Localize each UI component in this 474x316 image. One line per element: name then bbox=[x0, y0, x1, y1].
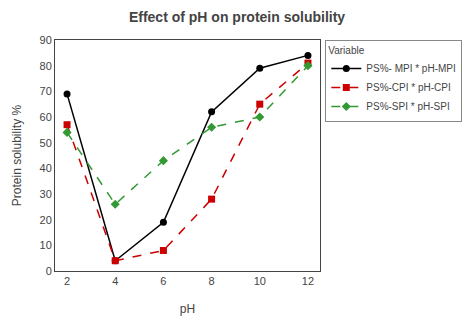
svg-text:pH: pH bbox=[180, 302, 195, 316]
svg-text:4: 4 bbox=[112, 275, 118, 287]
svg-text:PS%-CPI * pH-CPI: PS%-CPI * pH-CPI bbox=[366, 82, 450, 93]
svg-text:Effect of pH on protein solubi: Effect of pH on protein solubility bbox=[129, 9, 345, 25]
svg-text:Variable: Variable bbox=[328, 45, 364, 56]
svg-text:PS%-SPI * pH-SPI: PS%-SPI * pH-SPI bbox=[366, 101, 449, 112]
svg-text:20: 20 bbox=[40, 214, 52, 226]
svg-text:PS%- MPI * pH-MPI: PS%- MPI * pH-MPI bbox=[366, 63, 455, 74]
svg-text:30: 30 bbox=[40, 188, 52, 200]
svg-text:50: 50 bbox=[40, 137, 52, 149]
svg-text:70: 70 bbox=[40, 85, 52, 97]
svg-text:2: 2 bbox=[64, 275, 70, 287]
svg-text:Protein solubility %: Protein solubility % bbox=[10, 104, 24, 206]
svg-text:0: 0 bbox=[46, 265, 52, 277]
svg-text:40: 40 bbox=[40, 162, 52, 174]
svg-text:8: 8 bbox=[209, 275, 215, 287]
svg-text:80: 80 bbox=[40, 60, 52, 72]
svg-text:60: 60 bbox=[40, 111, 52, 123]
svg-text:10: 10 bbox=[40, 239, 52, 251]
svg-text:90: 90 bbox=[40, 34, 52, 46]
svg-text:10: 10 bbox=[254, 275, 266, 287]
svg-text:12: 12 bbox=[302, 275, 314, 287]
svg-text:6: 6 bbox=[160, 275, 166, 287]
